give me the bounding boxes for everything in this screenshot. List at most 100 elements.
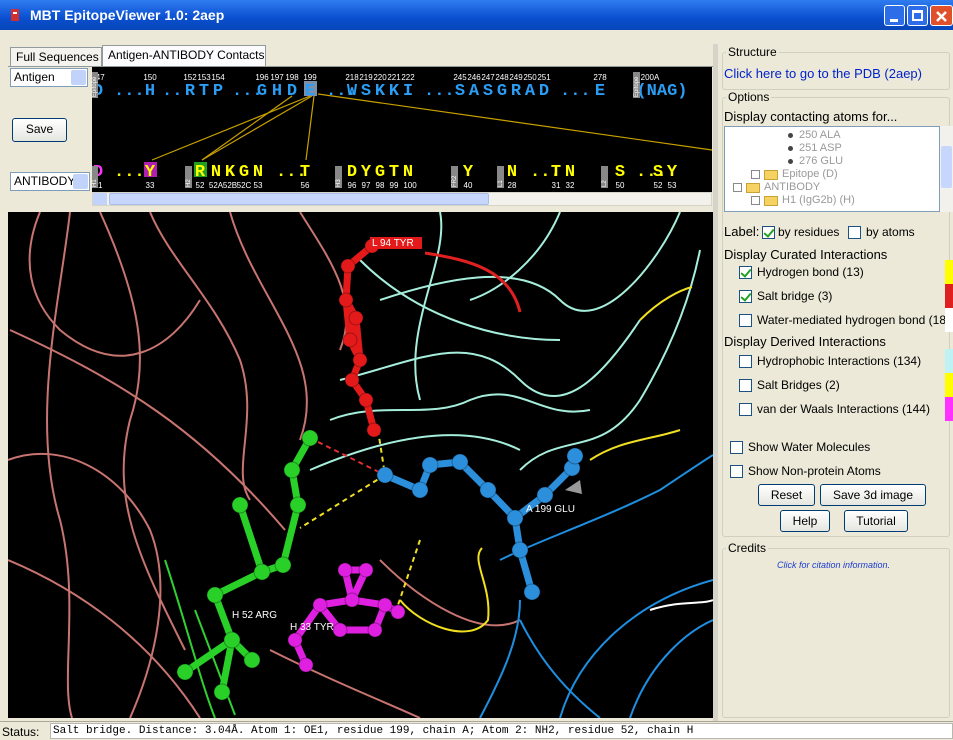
residue-number: 218	[345, 73, 359, 82]
tree-item[interactable]: 276 GLU	[799, 155, 843, 167]
pdb-link[interactable]: Click here to go to the PDB (2aep)	[724, 66, 922, 81]
atom	[512, 542, 528, 558]
residue: N	[565, 163, 575, 182]
checkbox-label[interactable]: Hydrogen bond (13)	[757, 265, 864, 279]
sequence-panel: D...H...RTP...GHDE...WSKKI...SASGRAD...E…	[92, 67, 712, 192]
window-title: MBT EpitopeViewer 1.0: 2aep	[30, 7, 224, 23]
citation-link[interactable]: Click for citation information.	[777, 560, 890, 570]
checkbox[interactable]	[762, 226, 775, 239]
atom	[299, 658, 313, 672]
residue: T	[199, 82, 209, 101]
checkbox[interactable]	[730, 465, 743, 478]
button[interactable]: Help	[780, 510, 830, 532]
checkbox[interactable]	[730, 441, 743, 454]
atom	[341, 259, 355, 273]
residue-number: 31	[552, 181, 561, 190]
color-swatch	[945, 284, 953, 308]
residue-number: 152	[183, 73, 197, 82]
checkbox-label[interactable]: Show Water Molecules	[748, 440, 870, 454]
atom	[333, 623, 347, 637]
app-window: MBT EpitopeViewer 1.0: 2aep Antigen Save…	[0, 0, 953, 740]
checkbox[interactable]	[739, 314, 752, 327]
color-swatch	[945, 397, 953, 421]
checkbox-label[interactable]: Salt Bridges (2)	[757, 378, 840, 392]
label-prompt: Label:	[724, 224, 759, 239]
button[interactable]: Reset	[758, 484, 815, 506]
residue-label: H 33 TYR	[290, 622, 334, 633]
residue: G	[239, 163, 249, 182]
button[interactable]: Save 3d image	[820, 484, 926, 506]
tree-expander[interactable]	[751, 170, 760, 179]
scroll-left[interactable]	[93, 193, 107, 205]
minimize-button[interactable]	[884, 5, 905, 26]
checkbox[interactable]	[739, 266, 752, 279]
residue-number: 251	[537, 73, 551, 82]
checkbox[interactable]	[739, 355, 752, 368]
residue-number: 220	[373, 73, 387, 82]
atom	[524, 584, 540, 600]
status-text: Salt bridge. Distance: 3.04Å. Atom 1: OE…	[50, 723, 953, 739]
residue: R	[185, 82, 196, 101]
residue: ...	[424, 82, 455, 101]
tree-item[interactable]: 251 ASP	[799, 142, 842, 154]
antibody-select-text: ANTIBODY	[14, 174, 75, 188]
tree-scrollbar[interactable]	[940, 126, 953, 212]
residue: Y	[361, 163, 372, 182]
atom	[412, 482, 428, 498]
splitter[interactable]	[713, 44, 718, 722]
residue: H	[145, 82, 155, 101]
antibody-select[interactable]: ANTIBODY	[10, 172, 90, 191]
horizontal-scrollbar[interactable]	[92, 192, 712, 206]
checkbox-label[interactable]: Hydrophobic Interactions (134)	[757, 354, 921, 368]
dropdown-arrow	[71, 70, 86, 85]
residue: P	[213, 82, 223, 101]
region-label: H1	[92, 179, 98, 187]
checkbox-label[interactable]: Water-mediated hydrogen bond (18)	[757, 313, 950, 327]
tree-item[interactable]: ANTIBODY	[764, 181, 820, 193]
residue-number: 246	[467, 73, 481, 82]
tab[interactable]: Antigen-ANTIBODY Contacts	[102, 45, 266, 66]
checkbox-label[interactable]: Salt bridge (3)	[757, 289, 832, 303]
checkbox[interactable]	[739, 290, 752, 303]
tree-item[interactable]: 250 ALA	[799, 129, 841, 141]
atom	[338, 563, 352, 577]
folder-icon	[764, 170, 778, 180]
save-button[interactable]: Save	[12, 118, 67, 142]
atom	[313, 598, 327, 612]
residue: T	[300, 163, 310, 182]
region-label: H3	[336, 179, 342, 187]
residue: Y	[667, 163, 678, 182]
residue-number: 221	[387, 73, 401, 82]
atom	[232, 497, 248, 513]
antigen-select[interactable]: Antigen	[10, 68, 88, 87]
tree-bullet	[788, 146, 793, 151]
scroll-thumb[interactable]	[109, 193, 489, 205]
checkbox[interactable]	[848, 226, 861, 239]
checkbox-label[interactable]: van der Waals Interactions (144)	[757, 402, 930, 416]
tree-item[interactable]: Epitope (D)	[782, 168, 838, 180]
tree-expander[interactable]	[733, 183, 742, 192]
close-button[interactable]	[930, 5, 953, 26]
residue-number: 53	[668, 181, 677, 190]
checkbox-label[interactable]: by atoms	[866, 225, 915, 239]
residue: K	[375, 82, 386, 101]
residue-number: 52C	[237, 181, 252, 190]
atom	[207, 587, 223, 603]
residue-number: 250	[523, 73, 537, 82]
residue-number: 52	[196, 181, 205, 190]
structure-heading: Structure	[726, 45, 779, 59]
maximize-button[interactable]	[907, 5, 928, 26]
residue: (NAG)	[636, 82, 687, 101]
residue-number: 56	[301, 181, 310, 190]
checkbox[interactable]	[739, 379, 752, 392]
residue: ...	[114, 163, 145, 182]
tree-item[interactable]: H1 (IgG2b) (H)	[782, 194, 855, 206]
tree-scroll-thumb[interactable]	[941, 146, 952, 188]
checkbox-label[interactable]: by residues	[778, 225, 839, 239]
button[interactable]: Tutorial	[844, 510, 908, 532]
checkbox-label[interactable]: Show Non-protein Atoms	[748, 464, 881, 478]
tab[interactable]: Full Sequences	[10, 47, 102, 66]
tree-expander[interactable]	[751, 196, 760, 205]
checkbox[interactable]	[739, 403, 752, 416]
